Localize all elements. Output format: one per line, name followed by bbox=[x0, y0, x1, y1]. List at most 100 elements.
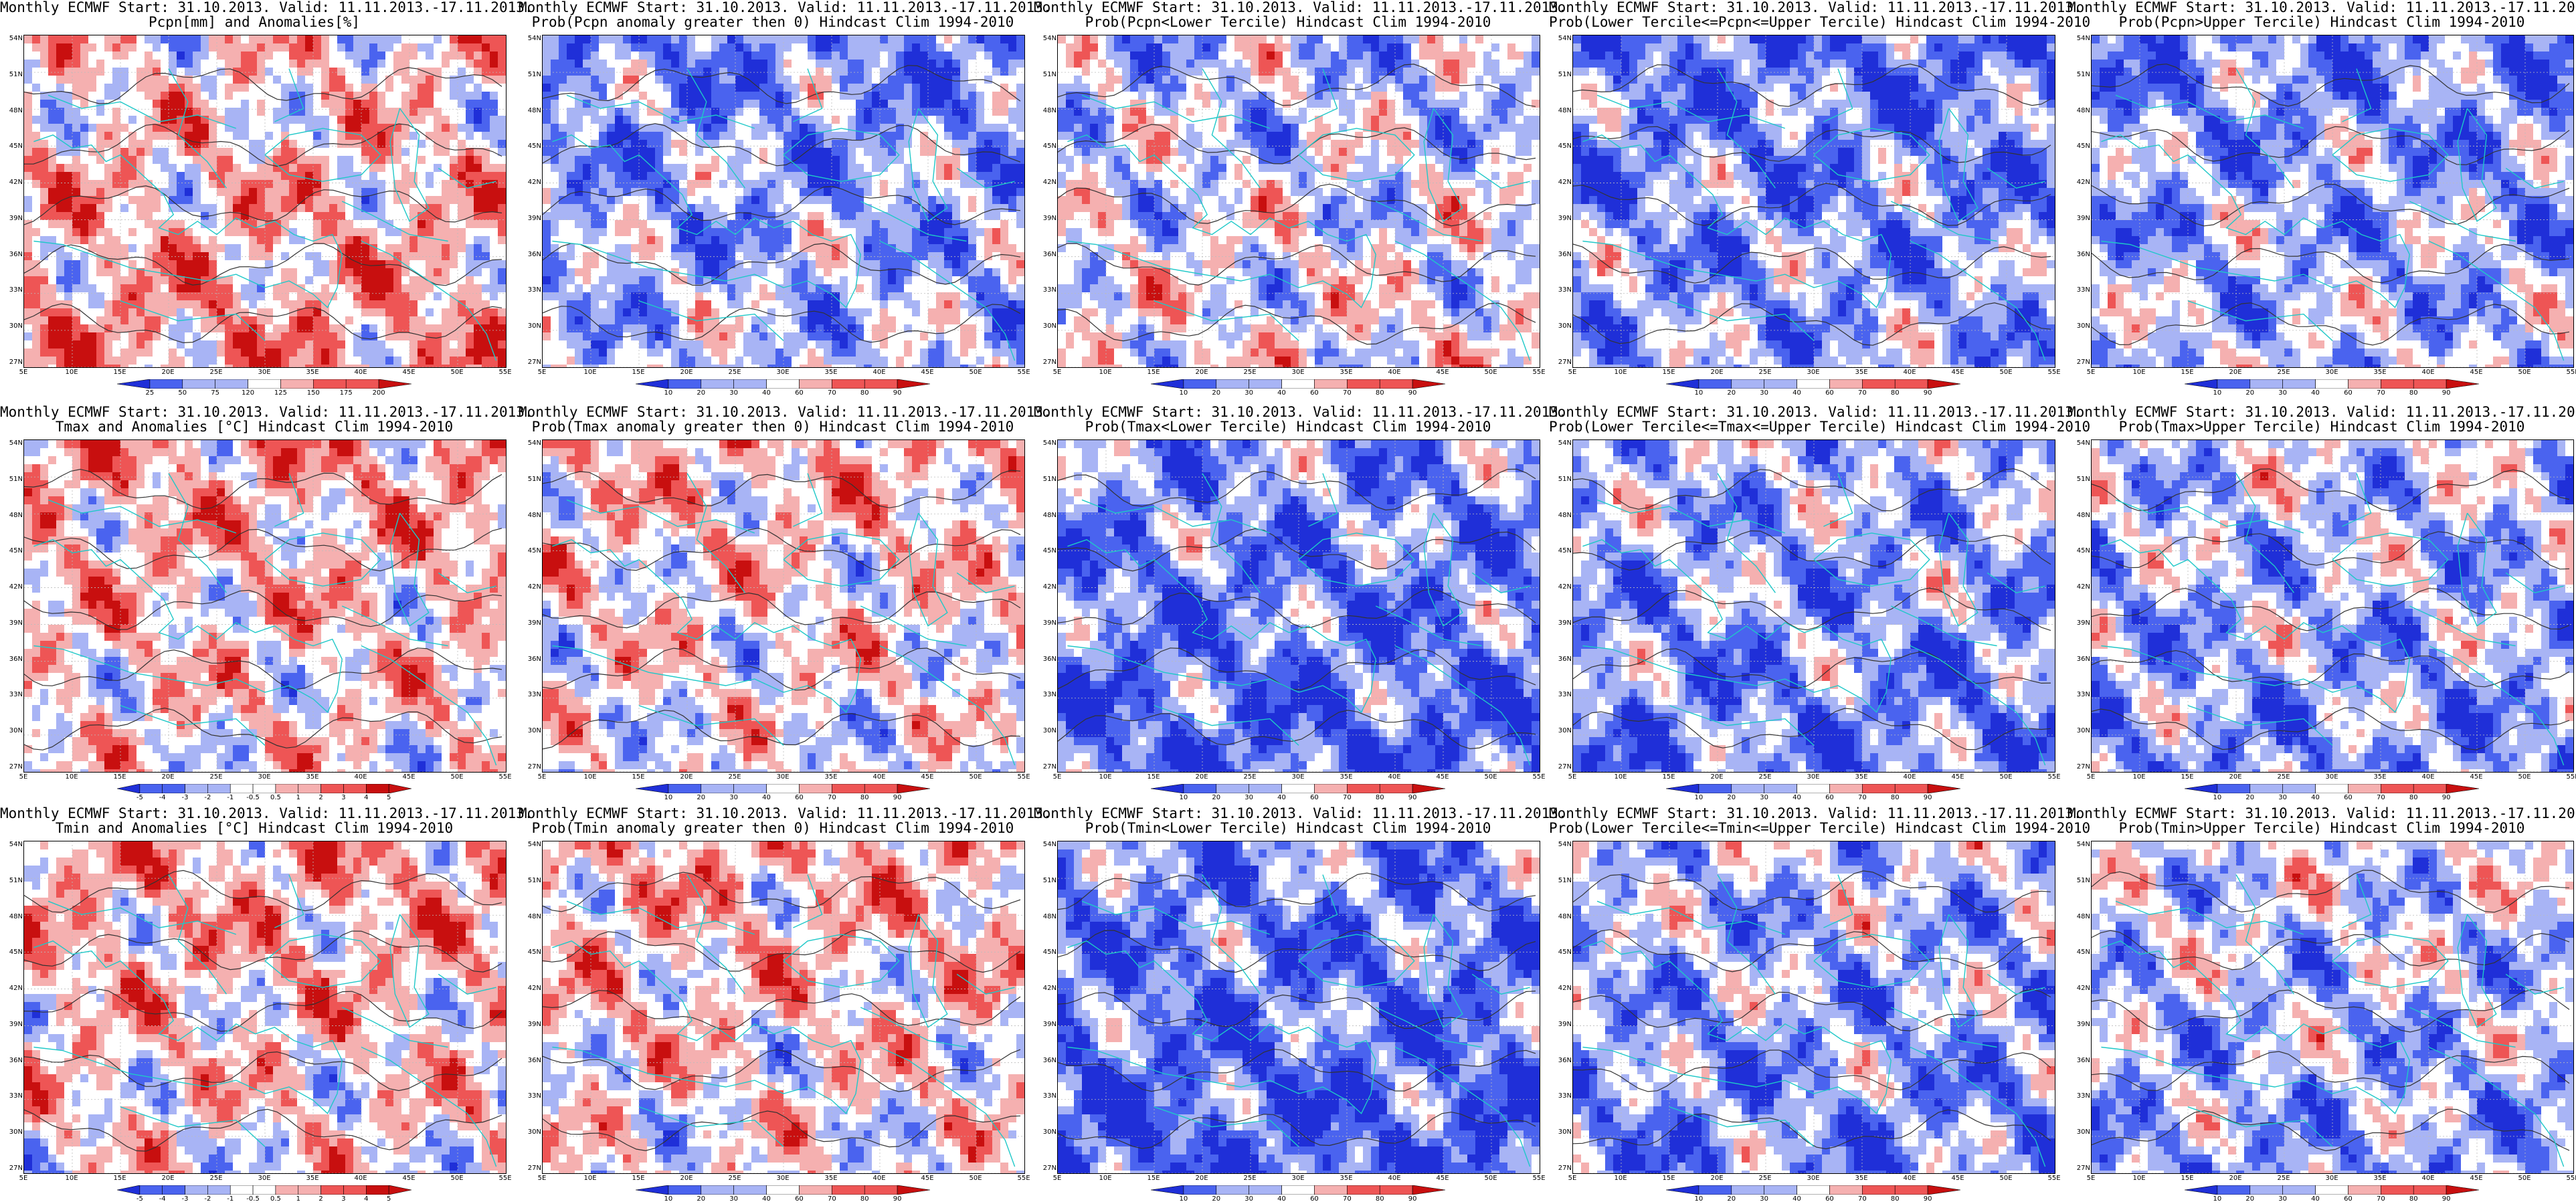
latitude-tick-label: 30N bbox=[2067, 1128, 2090, 1136]
longitude-tick-label: 45E bbox=[395, 773, 422, 781]
colorbar-tick-label: 20 bbox=[689, 1195, 713, 1203]
latitude-tick-label: 51N bbox=[2067, 71, 2090, 78]
longitude-tick-label: 50E bbox=[1477, 369, 1504, 376]
longitude-tick-label: 35E bbox=[299, 369, 326, 376]
colorbar bbox=[636, 1185, 930, 1195]
longitude-tick-label: 15E bbox=[1140, 773, 1167, 781]
colorbar-tick-label: 70 bbox=[1850, 794, 1874, 801]
latitude-tick-label: 48N bbox=[0, 512, 23, 519]
longitude-tick-label: 20E bbox=[155, 773, 181, 781]
colorbar-tick-label: -4 bbox=[151, 1195, 175, 1203]
colorbar-tick-label: 30 bbox=[1752, 389, 1776, 397]
longitude-tick-label: 5E bbox=[529, 773, 555, 781]
latitude-tick-label: 51N bbox=[0, 71, 23, 78]
panel-title-line-2: Prob(Pcpn>Upper Tercile) Hindcast Clim 1… bbox=[2067, 15, 2576, 30]
longitude-tick-label: 15E bbox=[625, 773, 652, 781]
colorbar-tick-label: 1 bbox=[286, 794, 310, 801]
latitude-tick-label: 36N bbox=[1034, 1057, 1056, 1064]
contour-lines bbox=[543, 872, 1021, 1151]
contour-lines bbox=[1058, 872, 1536, 1149]
longitude-tick-label: 25E bbox=[721, 1175, 748, 1182]
colorbar-tick-label: 10 bbox=[2205, 794, 2229, 801]
colorbar-tick-label: 2 bbox=[309, 794, 333, 801]
colorbar bbox=[1151, 379, 1445, 389]
contour-lines bbox=[24, 468, 502, 750]
latitude-tick-label: 45N bbox=[2067, 142, 2090, 150]
latitude-tick-label: 42N bbox=[1034, 985, 1056, 992]
colorbar-tick-label: 30 bbox=[2271, 389, 2295, 397]
longitude-tick-label: 5E bbox=[1559, 369, 1586, 376]
longitude-tick-label: 45E bbox=[1429, 773, 1456, 781]
longitude-tick-label: 30E bbox=[769, 369, 796, 376]
map-plot-area bbox=[542, 841, 1025, 1174]
latitude-tick-label: 36N bbox=[1034, 251, 1056, 258]
latitude-tick-label: 51N bbox=[0, 476, 23, 483]
colorbar-tick-label: 40 bbox=[755, 389, 779, 397]
colorbar-tick-label: 60 bbox=[2336, 1195, 2360, 1203]
latitude-tick-label: 30N bbox=[0, 727, 23, 734]
longitude-tick-label: 15E bbox=[1655, 773, 1682, 781]
longitude-tick-label: 45E bbox=[2463, 369, 2490, 376]
colorbar-tick-label: 5 bbox=[377, 1195, 401, 1203]
colorbar-tick-label: 90 bbox=[885, 794, 909, 801]
colorbar-tick-label: 10 bbox=[1172, 794, 1196, 801]
latitude-tick-label: 51N bbox=[2067, 476, 2090, 483]
longitude-tick-label: 10E bbox=[577, 369, 604, 376]
longitude-tick-label: 55E bbox=[1010, 369, 1037, 376]
colorbar-tick-label: 70 bbox=[1335, 1195, 1359, 1203]
latitude-tick-label: 30N bbox=[0, 1128, 23, 1136]
longitude-tick-label: 15E bbox=[106, 1175, 133, 1182]
longitude-tick-label: 30E bbox=[1800, 1175, 1827, 1182]
longitude-tick-label: 5E bbox=[2078, 369, 2104, 376]
longitude-tick-label: 15E bbox=[2174, 369, 2201, 376]
latitude-tick-label: 27N bbox=[1549, 763, 1572, 771]
longitude-tick-label: 50E bbox=[962, 1175, 989, 1182]
latitude-tick-label: 27N bbox=[519, 763, 541, 771]
latitude-tick-label: 27N bbox=[0, 1165, 23, 1172]
contour-lines bbox=[543, 470, 1021, 750]
map-panel: Monthly ECMWF Start: 31.10.2013. Valid: … bbox=[2067, 806, 2576, 1204]
latitude-tick-label: 27N bbox=[0, 359, 23, 366]
panel-title-line-1: Monthly ECMWF Start: 31.10.2013. Valid: … bbox=[1034, 405, 1567, 420]
latitude-tick-label: 45N bbox=[2067, 948, 2090, 956]
latitude-tick-label: 36N bbox=[0, 251, 23, 258]
latitude-tick-label: 33N bbox=[519, 691, 541, 698]
latitude-tick-label: 33N bbox=[519, 1092, 541, 1100]
colorbar-tick-label: 1 bbox=[286, 1195, 310, 1203]
longitude-tick-label: 15E bbox=[106, 773, 133, 781]
latitude-tick-label: 42N bbox=[1034, 583, 1056, 591]
longitude-tick-label: 5E bbox=[529, 369, 555, 376]
colorbar-tick-label: 70 bbox=[2369, 1195, 2393, 1203]
latitude-tick-label: 39N bbox=[519, 1021, 541, 1028]
map-panel: Monthly ECMWF Start: 31.10.2013. Valid: … bbox=[519, 405, 1052, 803]
latitude-tick-label: 48N bbox=[519, 107, 541, 114]
panel-title-line-2: Pcpn[mm] and Anomalies[%] bbox=[0, 15, 509, 30]
longitude-tick-label: 50E bbox=[1993, 369, 2019, 376]
colorbar-tick-label: 10 bbox=[1687, 389, 1711, 397]
shaded-field bbox=[543, 841, 1024, 1173]
map-panel: Monthly ECMWF Start: 31.10.2013. Valid: … bbox=[1034, 0, 1567, 398]
panel-title-line-2: Prob(Tmin<Lower Tercile) Hindcast Clim 1… bbox=[1034, 821, 1542, 836]
colorbar-tick-label: 80 bbox=[1368, 794, 1392, 801]
latitude-tick-label: 48N bbox=[0, 107, 23, 114]
longitude-tick-label: 35E bbox=[1848, 369, 1875, 376]
panel-title-line-1: Monthly ECMWF Start: 31.10.2013. Valid: … bbox=[0, 806, 533, 821]
longitude-tick-label: 45E bbox=[1429, 369, 1456, 376]
coastlines bbox=[2101, 874, 2565, 1167]
contour-lines bbox=[2092, 64, 2570, 346]
colorbar bbox=[1666, 784, 1960, 793]
colorbar-tick-label: 10 bbox=[1687, 794, 1711, 801]
longitude-tick-label: 50E bbox=[444, 369, 470, 376]
shaded-field bbox=[2092, 841, 2573, 1173]
colorbar-tick-label: 10 bbox=[656, 794, 680, 801]
latitude-tick-label: 45N bbox=[0, 142, 23, 150]
latitude-tick-label: 39N bbox=[2067, 619, 2090, 627]
colorbar-tick-label: 25 bbox=[138, 389, 162, 397]
colorbar-tick-label: 40 bbox=[1785, 389, 1809, 397]
contour-lines bbox=[2092, 870, 2570, 1152]
latitude-tick-label: 33N bbox=[2067, 691, 2090, 698]
colorbar-tick-label: 90 bbox=[2434, 1195, 2458, 1203]
latitude-tick-label: 30N bbox=[1549, 322, 1572, 330]
longitude-tick-label: 10E bbox=[2126, 773, 2152, 781]
coastlines bbox=[1582, 874, 2046, 1167]
